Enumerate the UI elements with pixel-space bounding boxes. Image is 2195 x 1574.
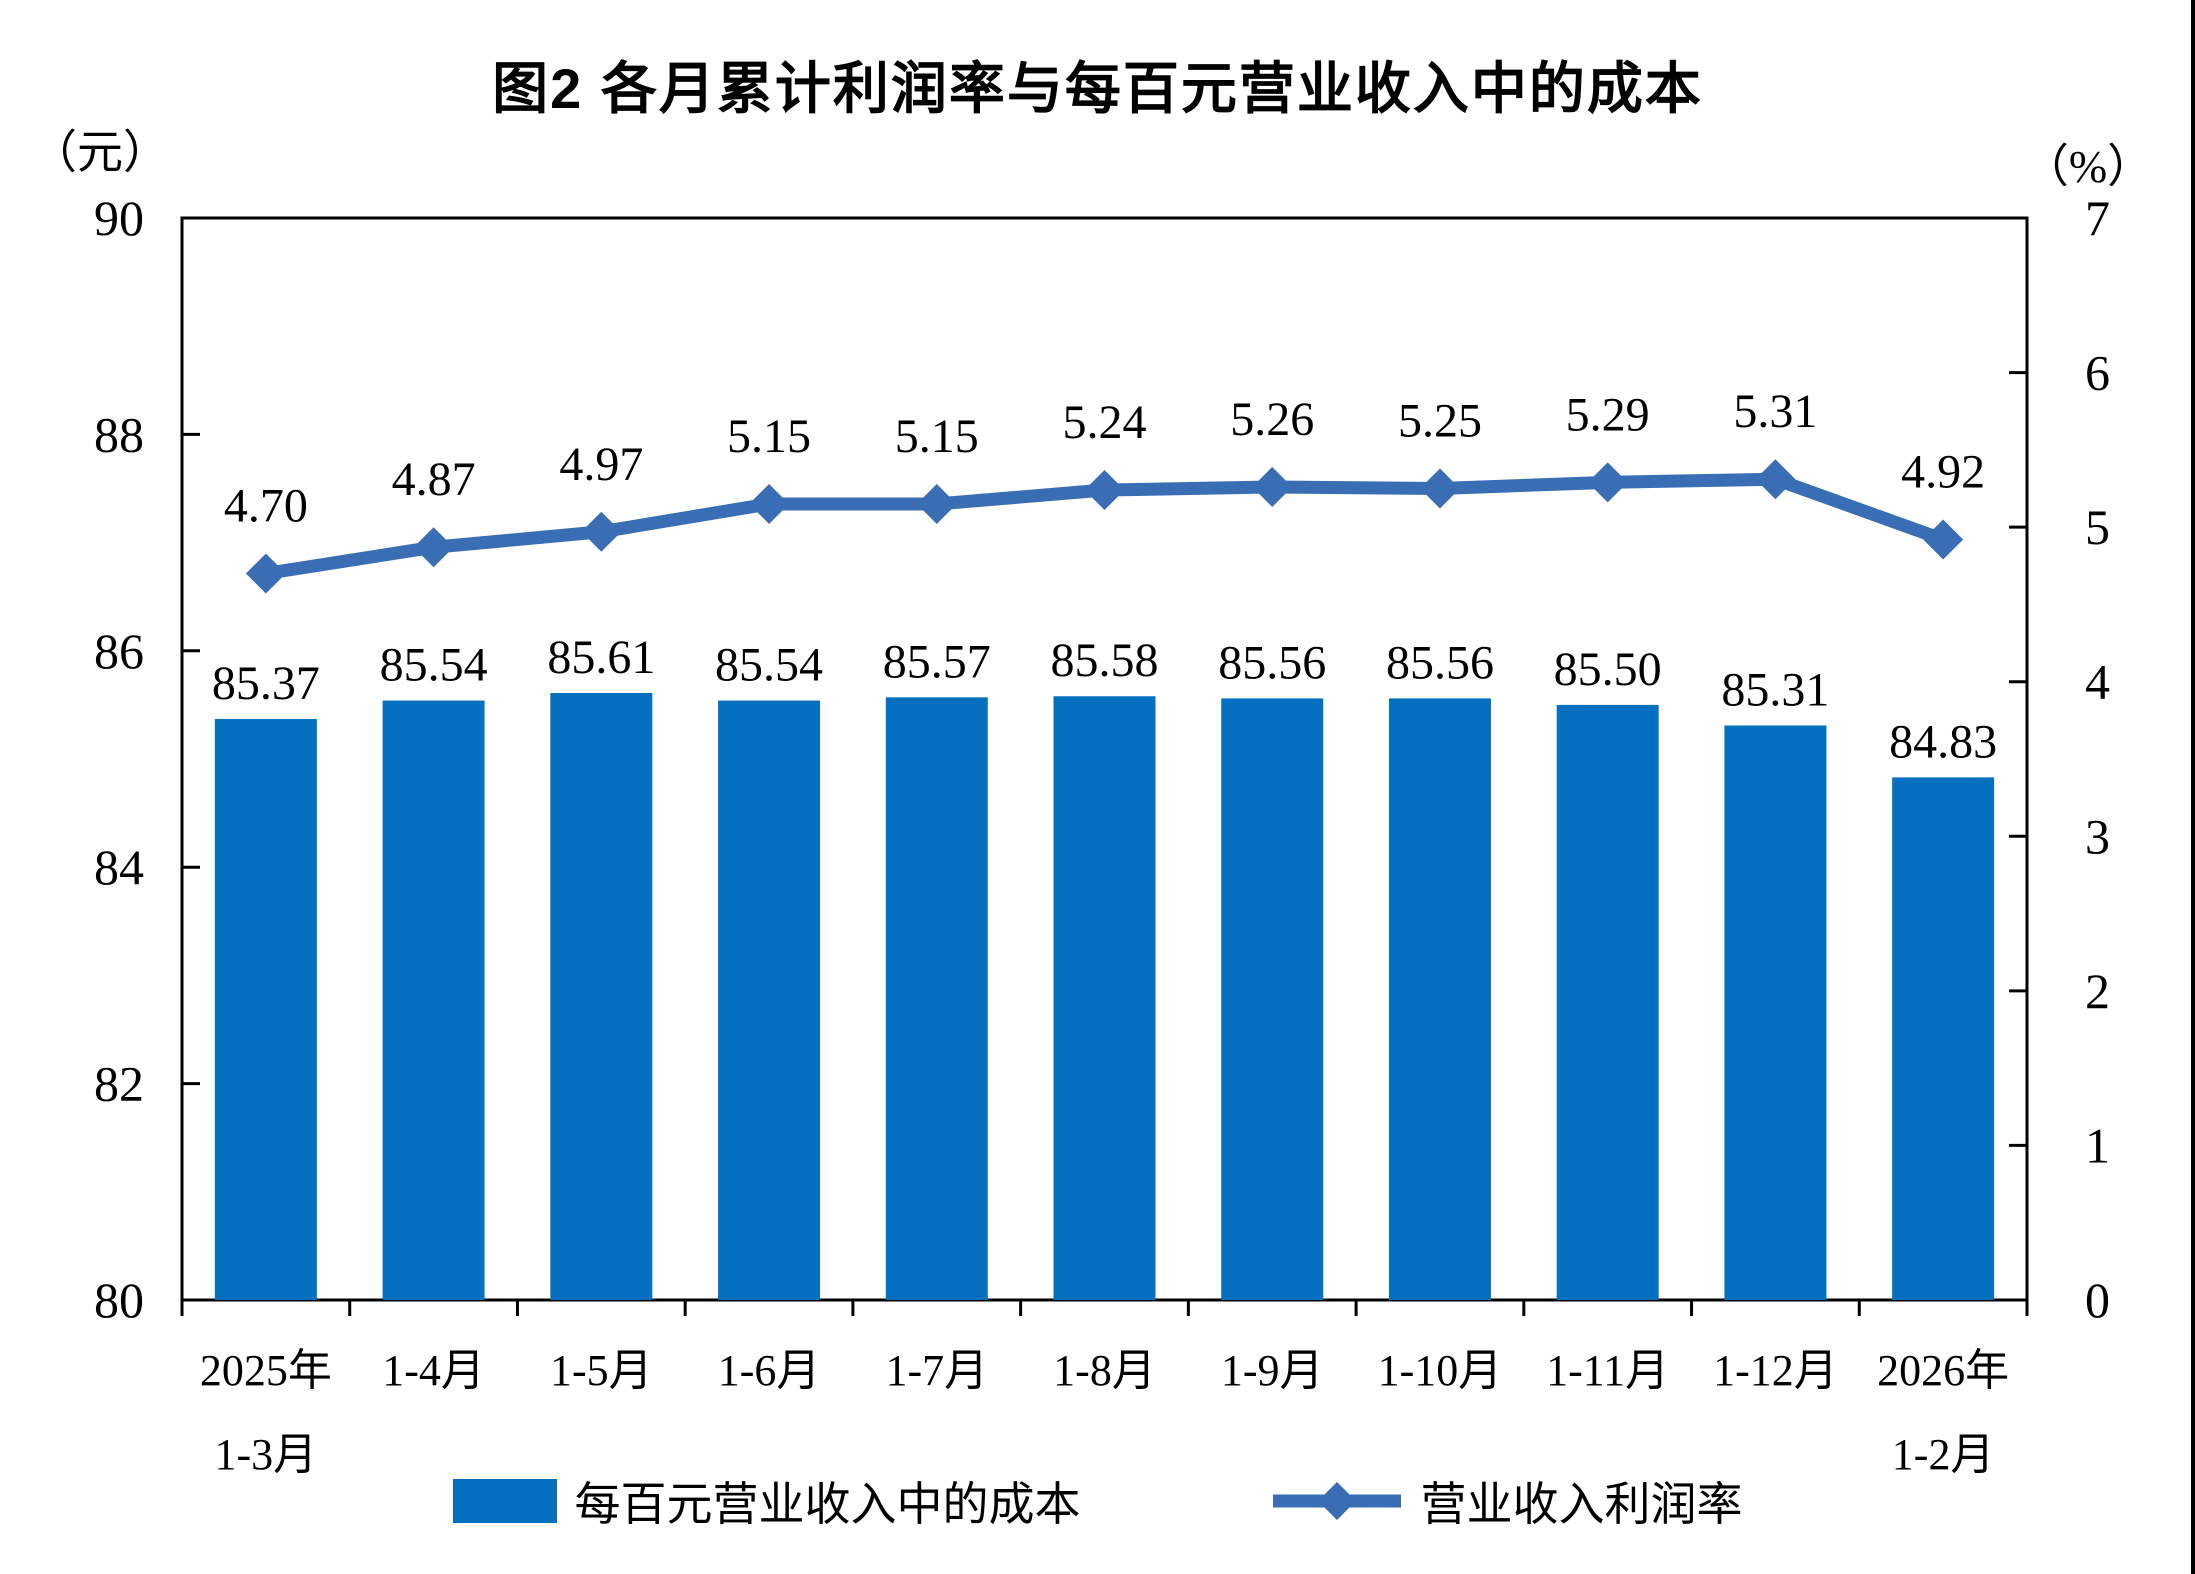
- bar-value-label: 85.54: [380, 639, 488, 692]
- cost-bar: [1053, 696, 1156, 1300]
- x-axis-category-label: 1-5月: [550, 1346, 653, 1395]
- left-axis-unit: （元）: [31, 127, 169, 178]
- line-value-label: 4.70: [224, 480, 308, 533]
- legend-item-label: 营业收入利润率: [1420, 1478, 1743, 1530]
- line-series-marker-icon: [1272, 1482, 1401, 1520]
- line-value-label: 5.15: [727, 410, 811, 463]
- cost-bar: [1221, 698, 1324, 1300]
- line-point-marker: [916, 483, 957, 524]
- legend: 每百元营业收入中的成本 营业收入利润率: [0, 1468, 2195, 1534]
- left-axis-tick-label: 84: [94, 839, 144, 895]
- right-page-border: [2191, 0, 2195, 1574]
- x-axis-category-label: 1-6月: [718, 1346, 821, 1395]
- legend-item-profit-rate: 营业收入利润率: [1271, 1468, 1743, 1534]
- right-axis-tick-label: 5: [2085, 499, 2110, 555]
- cost-bar: [1892, 777, 1995, 1300]
- line-point-marker: [749, 483, 790, 524]
- x-axis-category-label: 1-4月: [382, 1346, 485, 1395]
- bar-value-label: 85.31: [1721, 663, 1829, 716]
- cost-bar: [885, 697, 988, 1300]
- left-axis-tick-label: 88: [94, 406, 144, 462]
- x-axis-category-label: 1-9月: [1221, 1346, 1324, 1395]
- line-point-marker: [413, 527, 454, 568]
- line-value-label: 5.25: [1398, 395, 1482, 448]
- bar-series-swatch-icon: [452, 1479, 557, 1523]
- line-value-label: 5.24: [1063, 396, 1147, 449]
- x-axis-category-label: 1-11月: [1546, 1346, 1669, 1395]
- bar-value-label: 85.50: [1554, 643, 1662, 696]
- legend-item-label: 每百元营业收入中的成本: [574, 1478, 1081, 1530]
- right-axis-tick-label: 0: [2085, 1272, 2110, 1328]
- bar-value-label: 85.37: [212, 657, 320, 710]
- cost-bar: [382, 700, 485, 1300]
- left-axis-tick-label: 82: [94, 1056, 144, 1112]
- left-axis-tick-label: 90: [94, 190, 144, 246]
- cost-bar: [1724, 725, 1827, 1300]
- cost-bar: [718, 700, 821, 1300]
- right-axis-unit: （%）: [2023, 141, 2153, 192]
- line-value-label: 4.97: [559, 438, 643, 491]
- x-axis-category-label: 2025年 1-3月: [200, 1346, 332, 1479]
- line-point-marker: [245, 553, 286, 594]
- legend-item-cost: 每百元营业收入中的成本: [452, 1468, 1081, 1534]
- right-axis-tick-label: 2: [2085, 963, 2110, 1019]
- bar-value-label: 85.61: [547, 631, 655, 684]
- x-axis-category-label: 2026年 1-2月: [1877, 1346, 2009, 1479]
- x-axis-category-label: 1-8月: [1053, 1346, 1156, 1395]
- right-axis-tick-label: 4: [2085, 654, 2110, 710]
- x-axis-category-label: 1-12月: [1713, 1346, 1838, 1395]
- line-point-marker: [1084, 470, 1125, 511]
- right-axis-tick-label: 6: [2085, 345, 2110, 401]
- bar-value-label: 85.58: [1051, 634, 1159, 687]
- cost-bar: [1556, 704, 1659, 1300]
- line-point-marker: [581, 511, 622, 552]
- bar-value-label: 85.54: [715, 639, 823, 692]
- bar-value-label: 84.83: [1889, 715, 1997, 768]
- line-point-marker: [1923, 519, 1964, 560]
- x-axis-category-label: 1-7月: [885, 1346, 988, 1395]
- right-axis-tick-label: 3: [2085, 808, 2110, 864]
- cost-bar: [550, 692, 653, 1300]
- bar-value-label: 85.56: [1218, 636, 1326, 689]
- right-axis-tick-label: 1: [2085, 1117, 2110, 1173]
- x-axis-category-label: 1-10月: [1378, 1346, 1503, 1395]
- line-point-marker: [1419, 468, 1460, 509]
- left-axis-tick-label: 80: [94, 1272, 144, 1328]
- line-value-label: 4.87: [392, 453, 476, 506]
- line-point-marker: [1587, 462, 1628, 503]
- cost-bar: [1388, 698, 1491, 1300]
- bar-value-label: 85.56: [1386, 636, 1494, 689]
- line-value-label: 5.26: [1230, 393, 1314, 446]
- cost-bar: [214, 718, 317, 1300]
- line-value-label: 5.15: [895, 410, 979, 463]
- line-value-label: 5.31: [1733, 385, 1817, 438]
- line-point-marker: [1252, 466, 1293, 507]
- chart-title: 图2 各月累计利润率与每百元营业收入中的成本: [492, 57, 1703, 120]
- left-axis-tick-label: 86: [94, 623, 144, 679]
- line-point-marker: [1755, 459, 1796, 500]
- line-value-label: 4.92: [1901, 446, 1985, 499]
- line-value-label: 5.29: [1566, 388, 1650, 441]
- right-axis-tick-label: 7: [2085, 190, 2110, 246]
- bar-value-label: 85.57: [883, 635, 991, 688]
